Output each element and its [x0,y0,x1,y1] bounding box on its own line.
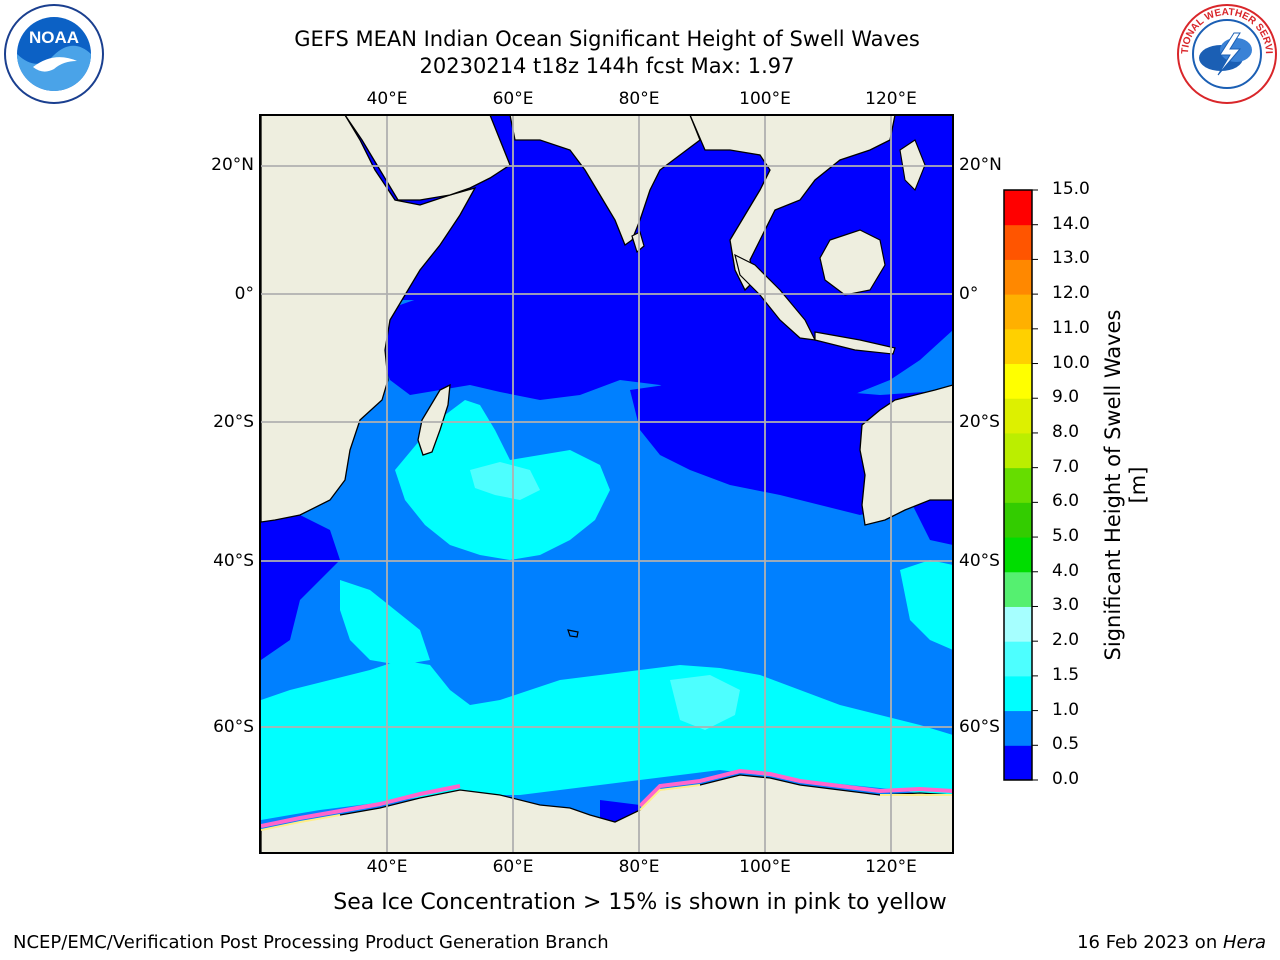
lon-label-bottom: 120°E [865,857,917,877]
lon-label-bottom: 80°E [618,857,660,877]
colorbar-tick-label: 6.0 [1052,491,1080,512]
colorbar-swatch [1004,328,1032,365]
low-swell-southeast [910,495,953,545]
higher-swell-patch-1 [470,462,540,500]
sea-ice-caption: Sea Ice Concentration > 15% is shown in … [333,890,947,915]
lat-label-right: 20°N [959,155,1002,175]
high-swell-southwest [340,580,430,665]
lon-label-top: 80°E [618,89,660,109]
colorbar-tick-label: 9.0 [1052,387,1080,408]
colorbar-tick-label: 4.0 [1052,560,1080,581]
lat-label-right: 20°S [959,412,1000,432]
colorbar-swatch [1004,745,1032,781]
sea-ice-band [261,784,461,828]
colorbar-tick-label: 8.0 [1052,421,1080,442]
colorbar-tick-label: 2.0 [1052,630,1080,651]
land-madagascar [417,383,451,456]
lon-label-bottom: 60°E [492,857,534,877]
land-java [814,331,896,355]
colorbar-swatch [1004,537,1032,573]
map-frame [259,114,954,854]
chart-subtitle: 20230214 t18z 144h fcst Max: 1.97 [419,54,795,78]
noaa-logo-text: NOAA [29,28,79,47]
land-sumatra [734,253,817,341]
land-philippines [899,139,926,191]
land-borneo [819,229,886,296]
lon-label-top: 60°E [492,89,534,109]
land-india [509,115,701,247]
higher-swell-patch-2 [670,675,740,730]
colorbar-swatch [1004,363,1032,399]
footer-machine: Hera [1222,932,1266,953]
sea-ice-band-east [638,768,953,808]
colorbar-swatch [1004,502,1032,538]
colorbar-tick-label: 5.0 [1052,526,1080,547]
footer-date: 16 Feb 2023 on Hera [1077,932,1266,953]
high-swell-southeast [900,560,953,650]
colorbar-swatch [1004,710,1032,746]
lon-label-bottom: 40°E [366,857,408,877]
chart-title: GEFS MEAN Indian Ocean Significant Heigh… [294,27,920,51]
lat-label-left: 60°S [213,717,254,737]
colorbar-tick-label: 15.0 [1052,179,1090,199]
colorbar-swatch [1004,606,1032,642]
colorbar-tick-label: 3.0 [1052,595,1080,616]
colorbar-tick-label: 0.0 [1052,769,1080,789]
colorbar-frame [1003,189,1033,781]
sea-ice-band-yellow [261,784,953,831]
lon-label-top: 120°E [865,89,917,109]
colorbar-swatch [1004,571,1032,607]
colorbar-tick-label: 1.0 [1052,699,1080,720]
low-swell-southwest [261,515,340,660]
lon-label-top: 40°E [366,89,408,109]
colorbar-title: Significant Height of Swell Waves [m] [1101,309,1150,661]
land-kerguelen [567,629,579,638]
lat-label-left: 20°S [213,412,254,432]
footer-date-text: 16 Feb 2023 on [1077,932,1223,953]
lat-label-right: 40°S [959,551,1000,571]
lat-label-left: 40°S [213,551,254,571]
lat-label-right: 60°S [959,717,1000,737]
colorbar-swatch [1004,190,1032,226]
colorbar-swatch [1004,224,1032,260]
lat-label-right: 0° [959,284,979,304]
colorbar-swatch [1004,432,1032,469]
colorbar-tick-label: 11.0 [1052,317,1090,338]
colorbar-tick-label: 0.5 [1052,734,1080,755]
colorbar-swatch [1004,641,1032,677]
colorbar-swatch [1004,467,1032,503]
lon-label-top: 100°E [739,89,791,109]
colorbar-tick-label: 12.0 [1052,283,1090,304]
land-sri-lanka [631,231,645,254]
footer-branch: NCEP/EMC/Verification Post Processing Pr… [13,932,609,953]
land-africa [261,115,477,523]
colorbar-tick-label: 1.5 [1052,664,1080,685]
land-australia [859,384,953,526]
nws-logo: NATIONAL WEATHER SERVICE [1176,3,1277,104]
colorbar-swatch [1004,294,1032,330]
lat-label-left: 20°N [211,155,254,175]
colorbar-swatch [1004,398,1032,434]
high-swell-south-belt [261,660,953,820]
colorbar-swatch [1004,675,1032,712]
colorbar-tick-label: 10.0 [1052,352,1090,373]
colorbar-tick-label: 13.0 [1052,248,1090,269]
colorbar-swatch [1004,259,1032,295]
colorbar-tick-label: 14.0 [1052,213,1090,234]
colorbar-tick-label: 7.0 [1052,456,1080,477]
noaa-logo: NOAA [4,4,104,104]
lat-label-left: 0° [234,284,254,304]
lon-label-bottom: 100°E [739,857,791,877]
map-gridlines [261,115,953,853]
